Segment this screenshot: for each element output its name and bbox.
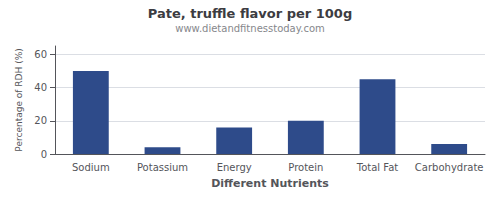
- svg-text:Total Fat: Total Fat: [356, 162, 398, 173]
- svg-text:Percentage of RDH (%): Percentage of RDH (%): [14, 48, 24, 151]
- svg-text:Pate, truffle flavor per 100g: Pate, truffle flavor per 100g: [148, 6, 352, 21]
- svg-text:Energy: Energy: [217, 162, 252, 173]
- svg-text:www.dietandfitnesstoday.com: www.dietandfitnesstoday.com: [175, 23, 324, 34]
- svg-text:Sodium: Sodium: [72, 162, 110, 173]
- svg-text:60: 60: [34, 49, 47, 60]
- svg-text:40: 40: [34, 82, 47, 93]
- svg-text:20: 20: [34, 115, 47, 126]
- svg-text:Protein: Protein: [288, 162, 323, 173]
- svg-text:Potassium: Potassium: [137, 162, 188, 173]
- svg-text:Different Nutrients: Different Nutrients: [211, 177, 329, 190]
- svg-text:0: 0: [41, 149, 47, 160]
- svg-text:Carbohydrate: Carbohydrate: [415, 162, 484, 173]
